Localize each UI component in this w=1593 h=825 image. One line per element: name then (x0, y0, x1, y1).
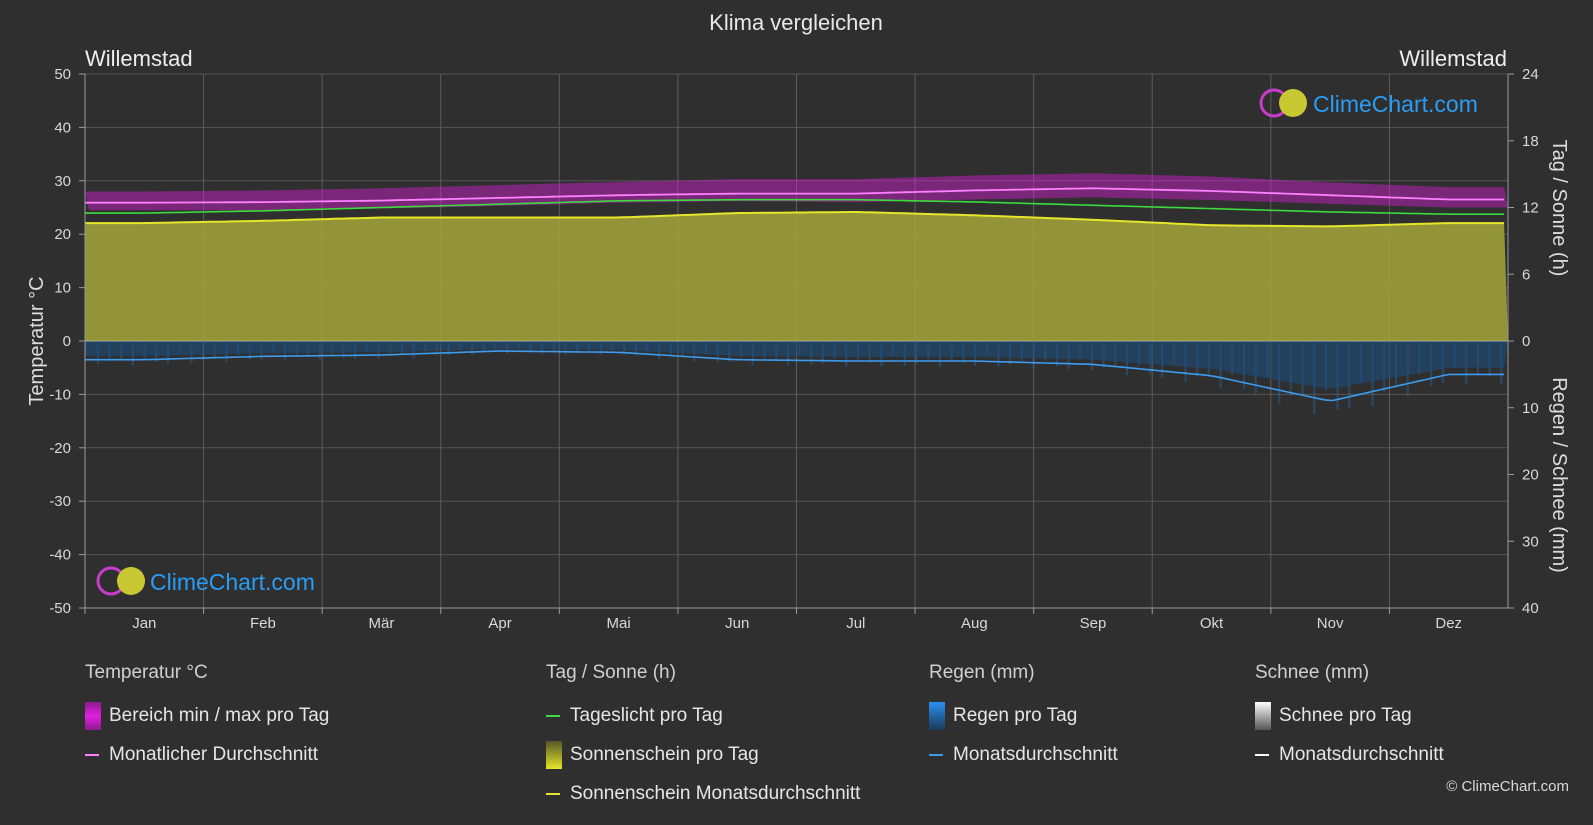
brand-text-top: ClimeChart.com (1313, 91, 1478, 117)
series-areas (85, 173, 1508, 389)
legend-item: Tageslicht pro Tag (546, 696, 860, 735)
month-label: Jul (846, 615, 865, 632)
brand-text-bottom: ClimeChart.com (150, 569, 315, 595)
right-tick-label: 30 (1522, 533, 1539, 550)
left-tick-label: -40 (49, 547, 71, 564)
month-label: Nov (1317, 615, 1344, 632)
rain-avg-swatch (929, 753, 943, 756)
legend-label: Monatlicher Durchschnitt (109, 743, 319, 765)
legend-label: Bereich min / max pro Tag (109, 704, 330, 726)
sunshine-area (85, 212, 1508, 341)
series-lines (85, 187, 1505, 402)
right-tick-label: 18 (1522, 133, 1539, 150)
month-label: Sep (1080, 615, 1107, 632)
temperature-range-band (85, 173, 1508, 211)
left-tick-label: 40 (54, 119, 71, 136)
snow-swatch (1255, 701, 1271, 730)
rain-avg-line (85, 350, 1505, 402)
left-tick-label: -30 (49, 493, 71, 510)
month-label: Dez (1435, 615, 1462, 632)
right-axis-label-top: Tag / Sonne (h) (1548, 140, 1570, 277)
logo-sun-icon (117, 567, 145, 595)
left-axis-label: Temperatur °C (26, 276, 48, 405)
sunshine-avg-line (85, 211, 1505, 228)
legend-heading: Regen (mm) (929, 662, 1035, 683)
chart-title: Klima vergleichen (709, 10, 883, 35)
right-tick-label: 12 (1522, 200, 1539, 217)
month-label: Aug (961, 615, 988, 632)
month-label: Mai (607, 615, 631, 632)
month-label: Apr (488, 615, 511, 632)
left-tick-label: -20 (49, 440, 71, 457)
legend-item: Monatlicher Durchschnitt (85, 735, 329, 774)
legend-item: Sonnenschein Monatsdurchschnitt (546, 774, 860, 813)
legend-item: Bereich min / max pro Tag (85, 696, 329, 735)
left-tick-label: -10 (49, 386, 71, 403)
legend-heading: Temperatur °C (85, 662, 208, 683)
left-tick-label: 20 (54, 226, 71, 243)
sunshine-swatch (546, 740, 562, 769)
rain-area (85, 341, 1508, 389)
left-tick-label: 0 (63, 333, 71, 350)
right-tick-label: 24 (1522, 66, 1539, 83)
right-tick-label: 6 (1522, 266, 1530, 283)
legend-item: Schnee pro Tag (1255, 696, 1444, 735)
right-axis-label-bottom: Regen / Schnee (mm) (1548, 377, 1570, 573)
month-label: Feb (250, 615, 276, 632)
right-tick-label: 20 (1522, 467, 1539, 484)
legend-heading: Tag / Sonne (h) (546, 662, 676, 683)
sunshine-avg-swatch (546, 792, 560, 795)
left-tick-label: 10 (54, 280, 71, 297)
legend-snow: Schnee (mm) Schnee pro Tag Monatsdurchsc… (1255, 662, 1444, 774)
legend-heading: Schnee (mm) (1255, 662, 1370, 683)
legend-label: Tageslicht pro Tag (570, 704, 723, 726)
left-tick-label: 50 (54, 66, 71, 83)
legend-item: Monatsdurchschnitt (1255, 735, 1444, 774)
legend-item: Regen pro Tag (929, 696, 1118, 735)
legend-label: Sonnenschein pro Tag (570, 743, 759, 765)
brand-logo-top: ClimeChart.com (1259, 88, 1478, 118)
legend-label: Schnee pro Tag (1279, 704, 1412, 726)
snow-avg-swatch (1255, 753, 1269, 756)
legend-temperature: Temperatur °C Bereich min / max pro Tag … (85, 662, 329, 774)
month-label: Jan (132, 615, 156, 632)
rain-swatch (929, 701, 945, 730)
temperature-avg-line (85, 187, 1505, 204)
legend-rain: Regen (mm) Regen pro Tag Monatsdurchschn… (929, 662, 1118, 774)
legend-daysun: Tag / Sonne (h) Tageslicht pro Tag Sonne… (546, 662, 860, 813)
legend-label: Sonnenschein Monatsdurchschnitt (570, 782, 861, 804)
month-label: Okt (1200, 615, 1224, 632)
right-tick-label: 40 (1522, 600, 1539, 617)
right-tick-label: 10 (1522, 400, 1539, 417)
legend-item: Sonnenschein pro Tag (546, 735, 860, 774)
daylight-swatch (546, 714, 560, 717)
month-label: Jun (725, 615, 749, 632)
axes: 50 40 30 20 10 0 -10 -20 -30 -40 -50 24 18 12 6 0 10 20 30… (49, 66, 1538, 632)
daylight-line (85, 198, 1505, 215)
left-tick-label: -50 (49, 600, 71, 617)
legend-label: Regen pro Tag (953, 704, 1078, 726)
left-tick-label: 30 (54, 173, 71, 190)
avg-swatch (85, 753, 99, 756)
legend-label: Monatsdurchschnitt (953, 743, 1118, 765)
month-label: Mär (369, 615, 395, 632)
legend-item: Monatsdurchschnitt (929, 735, 1118, 774)
brand-logo-bottom: ClimeChart.com (96, 566, 315, 596)
range-swatch (85, 701, 101, 730)
logo-sun-icon (1279, 89, 1307, 117)
copyright: © ClimeChart.com (1446, 778, 1569, 795)
location-left: Willemstad (85, 46, 193, 71)
location-right: Willemstad (1399, 46, 1507, 71)
legend-label: Monatsdurchschnitt (1279, 743, 1444, 765)
right-tick-label: 0 (1522, 333, 1530, 350)
